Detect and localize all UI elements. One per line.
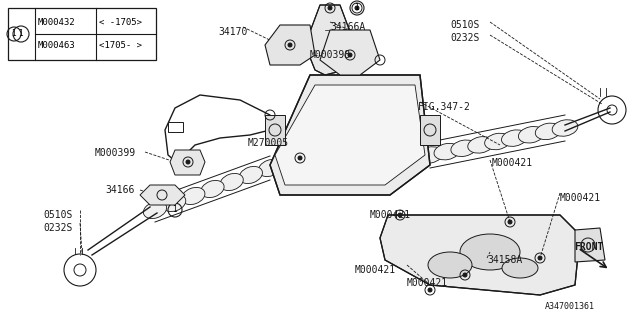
Text: 0510S: 0510S <box>450 20 479 30</box>
Circle shape <box>355 6 359 10</box>
Text: 1: 1 <box>173 205 177 214</box>
Circle shape <box>328 6 332 10</box>
Ellipse shape <box>468 137 493 153</box>
Text: 0232S: 0232S <box>43 223 72 233</box>
Polygon shape <box>140 185 185 205</box>
Text: 0232S: 0232S <box>450 33 479 43</box>
Polygon shape <box>575 228 605 262</box>
Text: < -1705>: < -1705> <box>99 18 142 27</box>
Text: M000421: M000421 <box>560 193 601 203</box>
Text: M270005: M270005 <box>248 138 289 148</box>
Polygon shape <box>275 85 425 185</box>
Text: M000463: M000463 <box>38 42 76 51</box>
Circle shape <box>298 156 302 160</box>
Text: M000398: M000398 <box>310 50 351 60</box>
Ellipse shape <box>460 234 520 270</box>
Text: M000421: M000421 <box>492 158 533 168</box>
Ellipse shape <box>417 147 443 163</box>
Circle shape <box>508 220 512 224</box>
Ellipse shape <box>484 133 510 150</box>
Text: M000421: M000421 <box>407 278 448 288</box>
Circle shape <box>398 213 402 217</box>
Text: M000421: M000421 <box>370 210 411 220</box>
Polygon shape <box>265 115 285 145</box>
Text: M000432: M000432 <box>38 18 76 27</box>
Text: 1: 1 <box>19 29 24 38</box>
Ellipse shape <box>502 130 527 146</box>
Ellipse shape <box>518 126 544 143</box>
Ellipse shape <box>502 258 538 278</box>
Bar <box>8 8 156 60</box>
Circle shape <box>288 43 292 47</box>
Polygon shape <box>380 215 580 295</box>
Text: 34158A: 34158A <box>487 255 522 265</box>
Ellipse shape <box>201 180 224 197</box>
Circle shape <box>186 160 190 164</box>
Polygon shape <box>265 25 315 65</box>
Ellipse shape <box>428 252 472 278</box>
Ellipse shape <box>182 188 205 204</box>
Ellipse shape <box>163 195 186 212</box>
Ellipse shape <box>220 173 243 191</box>
Circle shape <box>463 273 467 277</box>
Ellipse shape <box>259 159 282 177</box>
Ellipse shape <box>552 120 578 136</box>
Text: 34166: 34166 <box>105 185 134 195</box>
Polygon shape <box>320 30 380 75</box>
Text: M000421: M000421 <box>355 265 396 275</box>
Polygon shape <box>420 115 440 145</box>
Text: FIG.347-2: FIG.347-2 <box>418 102 471 112</box>
Text: 1: 1 <box>355 4 360 12</box>
Ellipse shape <box>239 166 262 184</box>
Text: A347001361: A347001361 <box>545 302 595 311</box>
Ellipse shape <box>434 143 460 160</box>
Ellipse shape <box>451 140 477 156</box>
Text: 34166A: 34166A <box>330 22 365 32</box>
Circle shape <box>538 256 542 260</box>
Text: 0510S: 0510S <box>43 210 72 220</box>
Ellipse shape <box>143 201 166 219</box>
Circle shape <box>348 53 352 57</box>
Text: <1705- >: <1705- > <box>99 42 142 51</box>
Polygon shape <box>170 150 205 175</box>
Text: FRONT: FRONT <box>574 242 604 252</box>
Text: 1: 1 <box>12 29 17 38</box>
Circle shape <box>428 288 432 292</box>
Text: 34170: 34170 <box>218 27 248 37</box>
Polygon shape <box>270 75 430 195</box>
Ellipse shape <box>535 123 561 140</box>
Polygon shape <box>305 5 355 75</box>
Text: M000399: M000399 <box>95 148 136 158</box>
